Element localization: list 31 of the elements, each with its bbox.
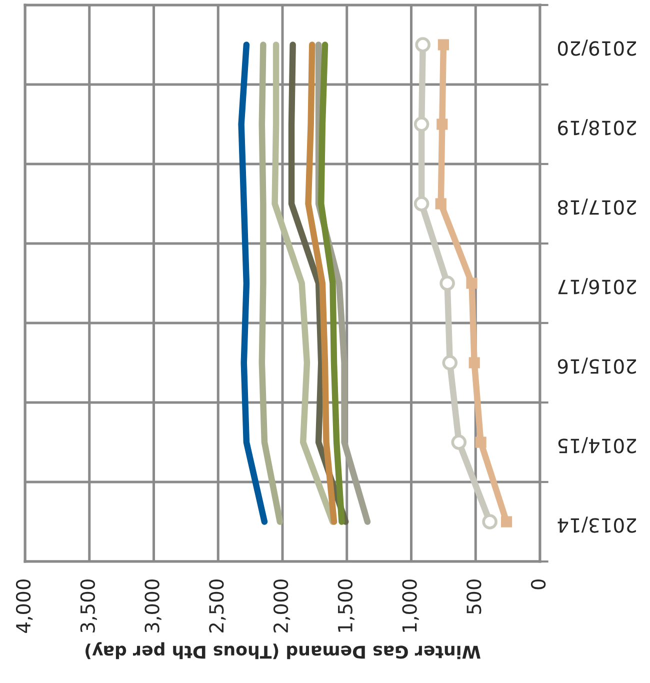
point <box>435 198 446 210</box>
point <box>500 516 512 528</box>
x-tick-label: 3,000 <box>144 579 162 632</box>
point <box>415 37 430 52</box>
y-tick-label: 2016/17 <box>558 278 636 294</box>
x-tick-label: 3,500 <box>80 579 97 632</box>
point <box>451 434 467 450</box>
x-tick-label: 1,000 <box>402 579 419 632</box>
y-tick-label: 2013/14 <box>558 516 636 533</box>
point <box>414 116 430 132</box>
point <box>438 39 449 50</box>
x-tick-label: 1,500 <box>338 579 354 632</box>
point <box>468 357 480 368</box>
point <box>475 436 486 448</box>
point <box>414 196 430 212</box>
x-axis-title: Winter Gas Demand (Thous Dth per day) <box>86 642 480 660</box>
y-tick-label: 2018/19 <box>558 119 636 136</box>
x-tick-label: 2,000 <box>273 579 290 632</box>
y-tick-label: 2014/15 <box>558 437 636 454</box>
x-tick-label: 0 <box>530 579 546 590</box>
x-tick-label: 500 <box>466 579 482 614</box>
point <box>436 118 448 130</box>
y-tick-label: 2019/20 <box>558 40 636 56</box>
point <box>482 514 498 530</box>
point <box>442 355 458 370</box>
x-tick-label: 4,000 <box>16 579 33 633</box>
point <box>466 278 478 289</box>
x-tick-label: 2,500 <box>209 579 226 632</box>
point <box>440 276 455 291</box>
y-tick-label: 2017/18 <box>558 198 636 215</box>
y-tick-label: 2015/16 <box>558 358 636 374</box>
